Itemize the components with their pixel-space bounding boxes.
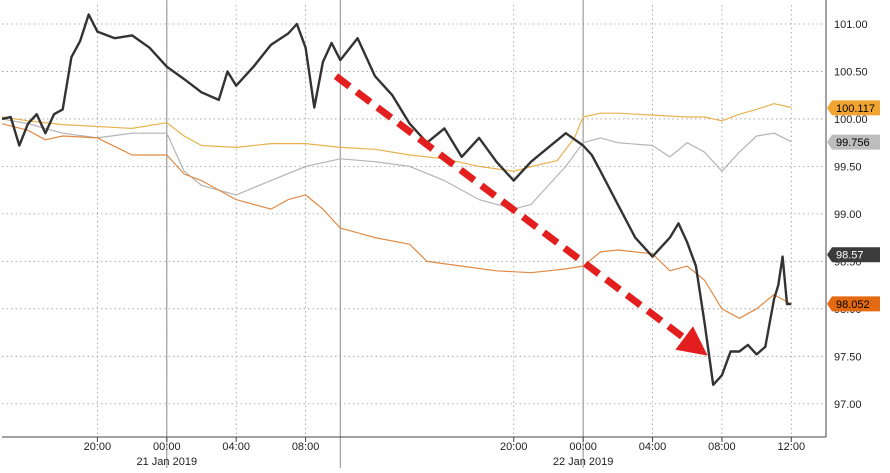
x-tick-label: 04:00 bbox=[222, 441, 250, 453]
last-value-tag-4 bbox=[827, 247, 880, 263]
y-tick-label: 99.00 bbox=[834, 209, 862, 221]
last-value-label-4: 98.57 bbox=[836, 250, 864, 262]
last-value-tags: 100.117 99.756 98.052 98.57 bbox=[827, 100, 880, 312]
annotations bbox=[333, 73, 708, 356]
y-tick-label: 100.50 bbox=[834, 66, 868, 78]
y-tick-label: 101.00 bbox=[834, 19, 868, 31]
x-tick-label: 04:00 bbox=[639, 441, 667, 453]
last-value-tag-1 bbox=[827, 100, 880, 116]
series-line-2 bbox=[1, 118, 792, 210]
last-value-label-2: 99.756 bbox=[836, 137, 870, 149]
y-tick-label: 100.00 bbox=[834, 114, 868, 126]
chart-frame bbox=[2, 0, 827, 468]
trend-arrow-annotation bbox=[333, 73, 708, 356]
x-tick-label: 20:00 bbox=[84, 441, 112, 453]
x-tick-label: 00:00 bbox=[569, 441, 597, 453]
date-label: 21 Jan 2019 bbox=[137, 456, 198, 468]
y-axis: 101.00100.50100.0099.5099.0098.5098.0097… bbox=[834, 19, 868, 411]
y-tick-label: 97.50 bbox=[834, 351, 862, 363]
last-value-tag-3 bbox=[827, 296, 880, 312]
last-value-label-3: 98.052 bbox=[836, 299, 870, 311]
series-line-1 bbox=[1, 103, 792, 172]
grid-lines bbox=[2, 5, 826, 437]
y-tick-label: 99.50 bbox=[834, 161, 862, 173]
series-line-4 bbox=[1, 13, 792, 386]
x-tick-label: 08:00 bbox=[292, 441, 320, 453]
y-tick-label: 97.00 bbox=[834, 399, 862, 411]
x-tick-label: 12:00 bbox=[778, 441, 806, 453]
x-tick-label: 20:00 bbox=[500, 441, 528, 453]
date-label: 22 Jan 2019 bbox=[553, 456, 614, 468]
x-axis: 20:00 00:00 04:00 08:00 20:00 00:00 04:00 08:00… bbox=[84, 437, 805, 468]
last-value-label-1: 100.117 bbox=[836, 103, 875, 115]
series-lines bbox=[1, 13, 792, 386]
x-tick-label: 08:00 bbox=[708, 441, 736, 453]
x-tick-label: 00:00 bbox=[153, 441, 181, 453]
last-value-tag-2 bbox=[827, 134, 880, 150]
